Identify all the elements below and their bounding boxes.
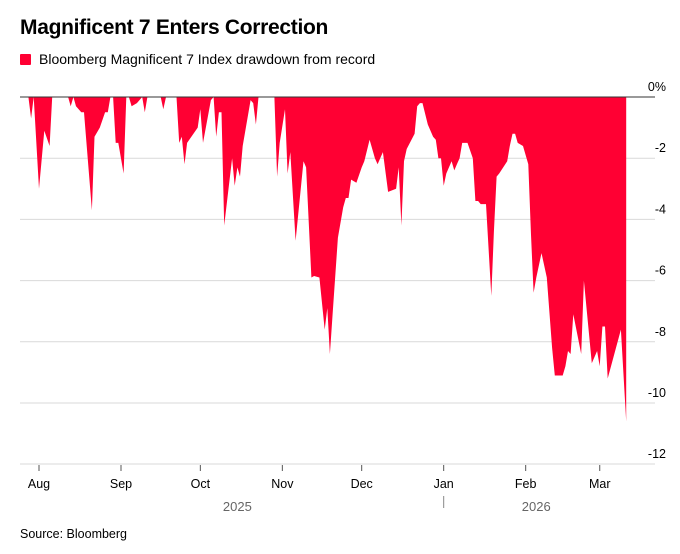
drawdown-area [23,97,627,422]
x-tick-label: Oct [191,477,211,491]
x-tick-label: Jan [434,477,454,491]
year-label: 2025 [223,499,252,514]
y-tick-label: -10 [648,386,666,400]
y-tick-label: -2 [655,141,666,155]
y-tick-label: -4 [655,202,666,216]
x-tick-label: Aug [28,477,50,491]
y-tick-label: -12 [648,447,666,461]
y-tick-label: -8 [655,325,666,339]
x-tick-label: Feb [515,477,537,491]
legend: Bloomberg Magnificent 7 Index drawdown f… [20,51,375,67]
y-tick-label: -6 [655,264,666,278]
source-note: Source: Bloomberg [20,527,128,541]
year-label: 2026 [522,499,551,514]
chart-title: Magnificent 7 Enters Correction [20,16,329,39]
x-tick-label: Sep [110,477,132,491]
x-tick-label: Mar [589,477,611,491]
legend-swatch [20,53,31,65]
legend-label: Bloomberg Magnificent 7 Index drawdown f… [39,51,376,67]
y-tick-label: 0% [648,80,666,94]
x-tick-label: Dec [351,477,373,491]
x-tick-label: Nov [271,477,294,491]
